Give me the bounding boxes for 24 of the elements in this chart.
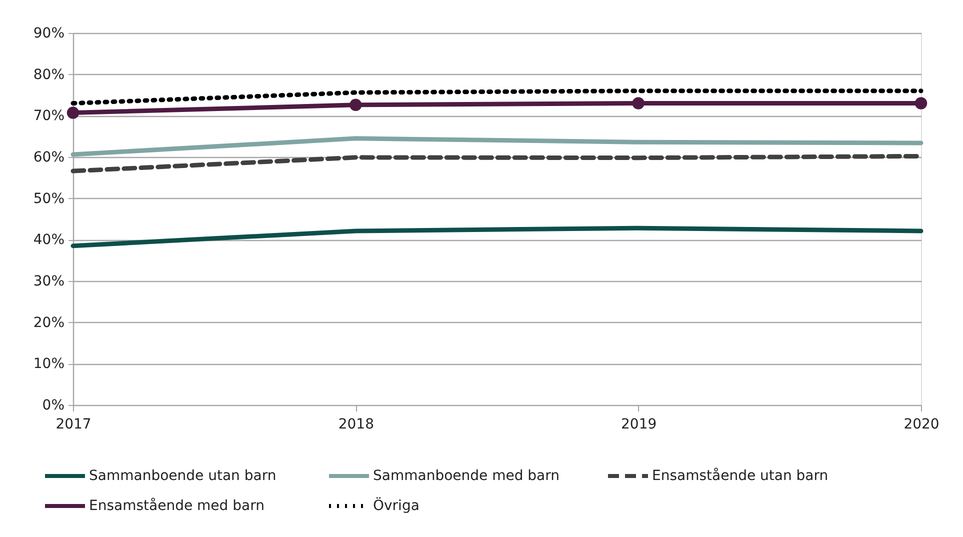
legend-label: Sammanboende med barn [373,468,560,484]
legend-label: Övriga [373,497,420,514]
line-series [70,136,924,157]
point [350,98,362,112]
y-tick-label: 50% [33,190,64,207]
y-tick-label: 20% [33,314,64,331]
y-tick-label: 60% [33,150,64,166]
point [914,97,928,110]
y-tick-label: 40% [33,232,64,248]
y-tick-label: 0% [42,398,64,414]
y-tick-label: 70% [33,108,64,124]
legend-label: Sammanboende utan barn [89,468,276,484]
y-tick-label: 10% [33,356,64,372]
x-tick-label: 2018 [338,416,374,432]
y-tick-label: 90% [33,26,64,42]
legend-label: Ensamstående med barn [89,497,264,514]
x-tick-label: 2017 [56,416,92,432]
x-tick-label: 2020 [904,416,940,432]
y-tick-label: 30% [33,274,64,290]
legend-label: Ensamstående utan barn [652,467,828,484]
point [66,106,80,119]
x-tick-label: 2019 [621,416,657,432]
point [632,97,644,110]
y-tick-label: 80% [33,66,64,83]
